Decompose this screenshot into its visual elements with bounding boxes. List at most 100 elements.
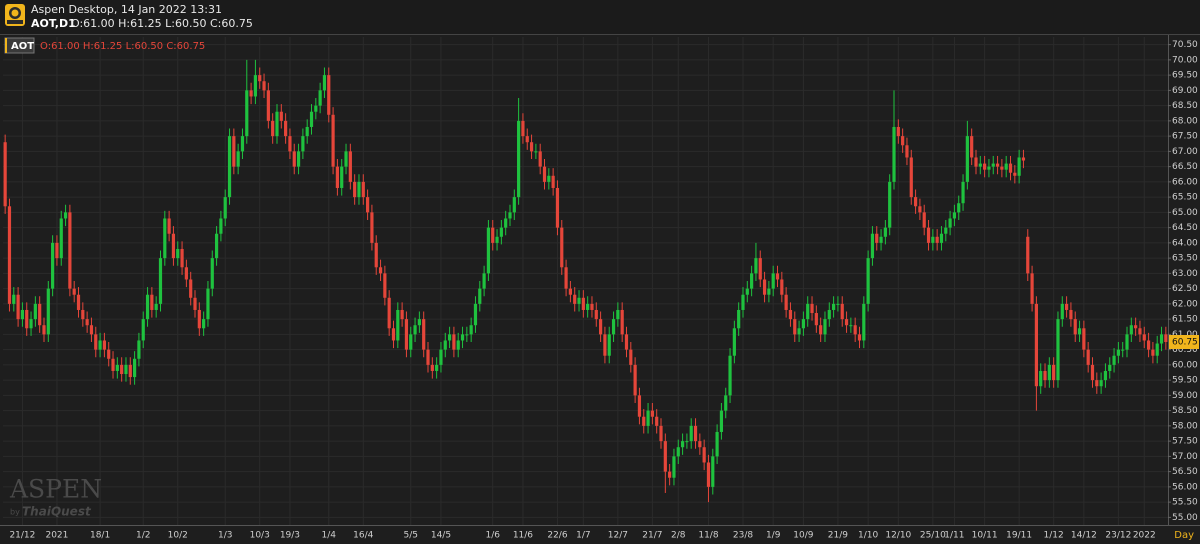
x-tick-label: 1/9	[766, 531, 781, 541]
candle-body	[944, 227, 948, 234]
candle-body	[38, 303, 42, 326]
candle-body	[633, 364, 637, 396]
candle-body	[922, 212, 926, 228]
candle-body	[1146, 340, 1151, 350]
candle-body	[611, 319, 616, 335]
y-tick-label: 58.50	[1172, 406, 1198, 416]
candle-body	[327, 75, 331, 115]
candle-body	[866, 258, 870, 304]
candle-body	[107, 349, 111, 359]
candle-body	[227, 136, 232, 198]
candle-body	[978, 163, 982, 167]
candle-body	[680, 441, 685, 448]
candle-body	[1082, 328, 1086, 350]
candle-body	[1086, 349, 1090, 365]
candle-body	[1039, 370, 1043, 387]
candle-body	[788, 309, 793, 320]
candle-body	[875, 233, 879, 243]
candle-body	[948, 218, 952, 228]
candle-body	[931, 236, 935, 243]
candle-body	[1077, 328, 1082, 335]
candle-body	[715, 431, 719, 457]
candle-body	[258, 75, 262, 82]
candle-body	[335, 166, 339, 188]
candle-body	[284, 120, 288, 137]
y-tick-label: 64.50	[1172, 223, 1198, 233]
candle-body	[240, 136, 245, 152]
candle-body	[741, 294, 745, 310]
candle-body	[482, 273, 486, 289]
x-tick-label: 14/12	[1071, 531, 1097, 541]
candle-body	[46, 288, 50, 335]
candle-body	[236, 151, 240, 167]
x-tick-label: 18/1	[90, 531, 110, 541]
candle-body	[913, 197, 918, 207]
candle-body	[94, 334, 98, 350]
candle-body	[296, 151, 301, 167]
candle-body	[340, 166, 344, 188]
candle-body	[1043, 370, 1047, 381]
candle-body	[1138, 328, 1142, 335]
candle-body	[245, 90, 249, 137]
candle-body	[305, 126, 309, 137]
candle-body	[1121, 349, 1125, 351]
candle-body	[1026, 236, 1030, 274]
y-tick-label: 61.00	[1172, 330, 1198, 340]
candle-body	[422, 319, 426, 350]
candle-body	[905, 145, 909, 158]
watermark-company: ThaiQuest	[22, 505, 92, 519]
candle-body	[120, 364, 124, 375]
candle-body	[775, 273, 780, 280]
candle-body	[20, 309, 25, 320]
candle-body	[719, 410, 724, 432]
candle-body	[1099, 380, 1103, 387]
candle-body	[892, 126, 896, 182]
candle-body	[806, 303, 810, 320]
candle-body	[668, 471, 672, 478]
candle-body	[167, 218, 171, 234]
candle-body	[844, 319, 849, 326]
candle-body	[491, 227, 495, 243]
candle-body	[478, 288, 482, 304]
x-tick-label: 21/12	[9, 531, 35, 541]
candle-body	[309, 111, 314, 127]
candle-body	[939, 233, 944, 243]
y-tick-label: 68.50	[1172, 101, 1198, 111]
watermark-brand: ASPEN	[9, 475, 102, 504]
candle-body	[210, 258, 214, 289]
y-tick-label: 66.50	[1172, 162, 1198, 172]
candle-body	[1060, 303, 1064, 320]
candle-body	[29, 319, 33, 329]
candle-body	[823, 319, 827, 335]
x-tick-label: 14/5	[431, 531, 451, 541]
candle-body	[534, 151, 538, 153]
candle-body	[275, 111, 279, 137]
candle-body	[849, 325, 853, 327]
candle-body	[637, 395, 642, 417]
candle-body	[529, 142, 534, 152]
candles	[3, 59, 1168, 503]
candle-body	[301, 136, 305, 152]
y-tick-label: 56.50	[1172, 467, 1198, 477]
candle-body	[158, 258, 163, 304]
candle-body	[698, 441, 702, 448]
x-tick-label: 11/6	[513, 531, 533, 541]
candle-body	[59, 218, 63, 259]
y-tick-label: 62.50	[1172, 284, 1198, 294]
y-tick-label: 69.00	[1172, 86, 1198, 96]
candle-body	[111, 358, 115, 371]
candle-body	[801, 319, 805, 329]
candle-body	[732, 328, 736, 356]
candle-body	[42, 325, 46, 335]
candle-body	[16, 294, 20, 320]
candle-body	[750, 273, 754, 289]
x-tick-label: 2021	[45, 531, 68, 541]
candle-body	[176, 248, 180, 259]
candle-body	[624, 334, 629, 350]
candle-body	[223, 197, 227, 219]
candle-body	[1069, 309, 1073, 320]
candle-body	[85, 319, 89, 326]
candle-body	[1164, 334, 1168, 342]
candle-body	[133, 358, 137, 378]
y-tick-label: 68.00	[1172, 116, 1198, 126]
